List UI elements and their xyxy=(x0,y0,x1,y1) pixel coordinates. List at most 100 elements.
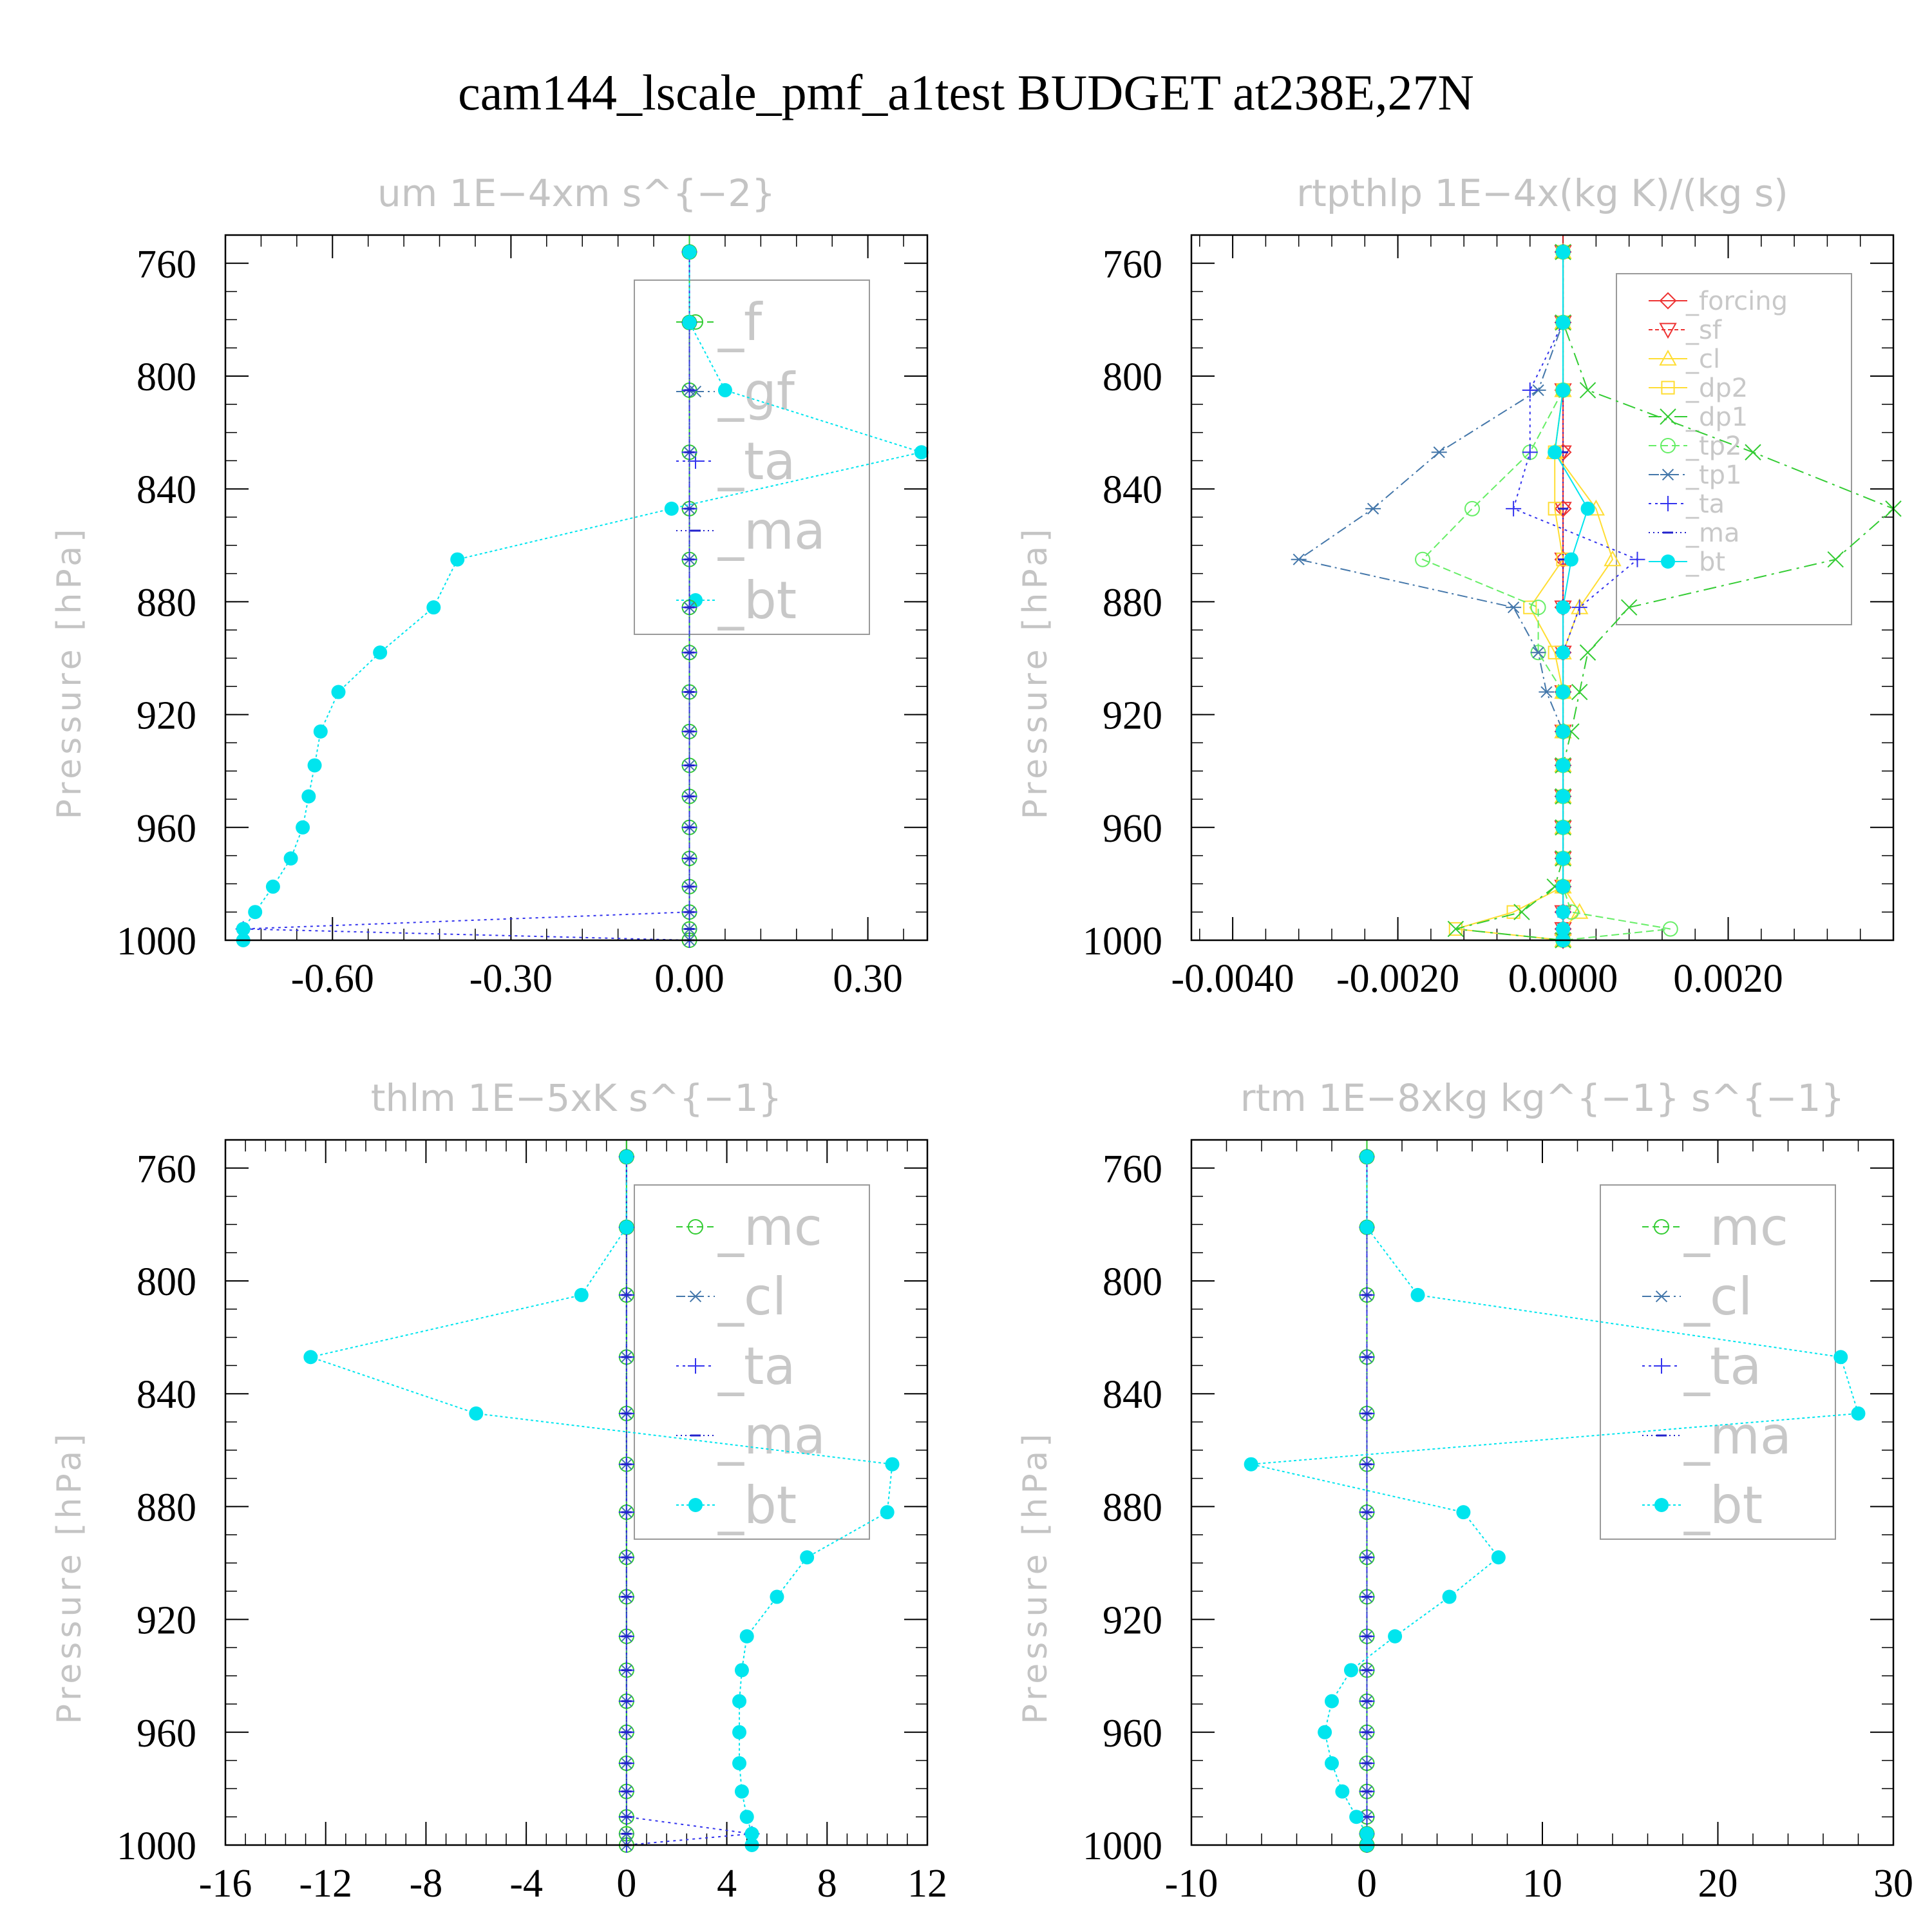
data-point xyxy=(1491,1550,1506,1565)
data-point xyxy=(1506,500,1522,516)
data-point xyxy=(1388,1629,1403,1643)
legend: _f_gf_ta_ma_bt xyxy=(634,279,870,635)
y-tick-label: 960 xyxy=(137,807,196,851)
chart-panels: um 1E−4xm s^{−2}Pressure [hPa]7608008408… xyxy=(50,171,1913,1906)
legend-label: _cl xyxy=(717,1267,786,1327)
data-point xyxy=(1556,724,1571,739)
legend-marker xyxy=(1659,292,1677,310)
data-point xyxy=(303,1350,318,1365)
y-tick-label: 960 xyxy=(1103,807,1162,851)
y-tick-label: 920 xyxy=(1103,1599,1162,1643)
legend-label: _ma xyxy=(717,1406,826,1466)
data-point xyxy=(717,383,732,397)
series-line xyxy=(1455,252,1564,941)
data-point xyxy=(1851,1406,1866,1421)
data-point xyxy=(1556,245,1571,260)
data-point xyxy=(574,1287,589,1302)
y-tick-label: 840 xyxy=(137,468,196,512)
data-point xyxy=(1556,600,1571,615)
data-point xyxy=(1318,1725,1332,1739)
y-tick-label: 920 xyxy=(1103,694,1162,738)
y-tick-label: 840 xyxy=(1103,468,1162,512)
series-bt xyxy=(1244,1150,1866,1852)
series-bt xyxy=(1548,245,1595,947)
data-point xyxy=(1530,647,1546,659)
legend-marker xyxy=(688,1498,703,1512)
data-point xyxy=(885,1457,900,1472)
x-tick-label: 4 xyxy=(717,1862,737,1906)
data-point xyxy=(1556,789,1571,804)
legend: _mc _cl _ta _ma _bt xyxy=(1600,1184,1836,1540)
series-line xyxy=(1297,252,1564,940)
data-point xyxy=(732,1756,747,1770)
data-point xyxy=(744,1826,759,1841)
y-tick-label: 760 xyxy=(137,1148,196,1191)
data-point xyxy=(1335,1784,1350,1799)
series-line xyxy=(1421,252,1671,941)
chart-panel-1: um 1E−4xm s^{−2} Pressure [hPa] 760 800 840 8… xyxy=(50,171,929,1001)
data-point xyxy=(1522,444,1538,460)
panel-title: rtm 1E−8xkg kg^{−1} s^{−1} xyxy=(1240,1076,1845,1120)
data-point xyxy=(619,1150,634,1164)
data-point xyxy=(1349,1810,1364,1824)
legend-label: _ta xyxy=(717,431,795,491)
x-tick-label: 0.00 xyxy=(654,957,724,1001)
y-tick-label: 840 xyxy=(1103,1373,1162,1417)
legend-label: _mc xyxy=(717,1197,822,1257)
data-point xyxy=(800,1550,815,1565)
data-point xyxy=(373,645,388,660)
y-tick-label: 800 xyxy=(1103,1260,1162,1304)
legend-label: _ma xyxy=(1685,518,1739,548)
legend-box xyxy=(1616,273,1852,625)
data-point xyxy=(1410,1287,1425,1302)
x-tick-label: -0.60 xyxy=(291,957,374,1001)
data-point xyxy=(1359,1150,1374,1164)
legend-label: _forcing xyxy=(1685,287,1788,316)
data-point xyxy=(1662,921,1678,937)
y-tick-label: 1000 xyxy=(1083,1824,1162,1868)
legend-label: _ta xyxy=(717,1336,795,1396)
series-cl xyxy=(1546,243,1622,947)
panel-title: um 1E−4xm s^{−2} xyxy=(377,171,775,215)
legend-label: _f xyxy=(717,292,763,352)
data-point xyxy=(450,552,465,567)
data-point xyxy=(1629,551,1645,567)
data-point xyxy=(1620,599,1638,616)
x-tick-label: 10 xyxy=(1522,1862,1562,1906)
data-point xyxy=(1365,502,1381,515)
series-tp1 xyxy=(1291,246,1571,947)
data-point xyxy=(1556,685,1571,699)
data-point xyxy=(1325,1694,1339,1709)
x-tick-label: 0 xyxy=(616,1862,636,1906)
y-tick-label: 840 xyxy=(137,1373,196,1417)
panel-title: rtpthlp 1E−4x(kg K)/(kg s) xyxy=(1296,171,1788,215)
data-point xyxy=(236,922,251,936)
x-tick-label: 0.30 xyxy=(833,957,903,1001)
x-tick-label: 0 xyxy=(1357,1862,1377,1906)
x-tick-label: 8 xyxy=(817,1862,837,1906)
x-tick-label: -0.0040 xyxy=(1171,957,1294,1001)
data-point xyxy=(1244,1457,1258,1472)
y-tick-label: 800 xyxy=(137,1260,196,1304)
figure-title: cam144_lscale_pmf_a1test BUDGET at238E,2… xyxy=(458,64,1474,120)
data-point xyxy=(1431,446,1447,459)
legend-marker xyxy=(1654,1219,1669,1235)
data-point xyxy=(1556,383,1571,397)
data-point xyxy=(682,315,697,330)
data-point xyxy=(331,685,346,699)
legend: _mc _cl _ta _ma _bt xyxy=(634,1184,870,1540)
y-tick-label: 920 xyxy=(137,1599,196,1643)
data-point xyxy=(1571,683,1588,701)
x-tick-label: 30 xyxy=(1873,1862,1913,1906)
y-tick-label: 880 xyxy=(137,581,196,625)
data-point xyxy=(1556,879,1571,894)
y-axis-label: Pressure [hPa] xyxy=(50,1430,89,1724)
data-point xyxy=(296,820,310,835)
legend-marker xyxy=(688,1290,703,1303)
x-tick-label: 0.0020 xyxy=(1673,957,1783,1001)
series-tp2 xyxy=(1415,244,1678,948)
data-point xyxy=(1745,444,1761,460)
legend-marker xyxy=(688,1358,703,1374)
y-tick-label: 1000 xyxy=(1083,920,1162,963)
